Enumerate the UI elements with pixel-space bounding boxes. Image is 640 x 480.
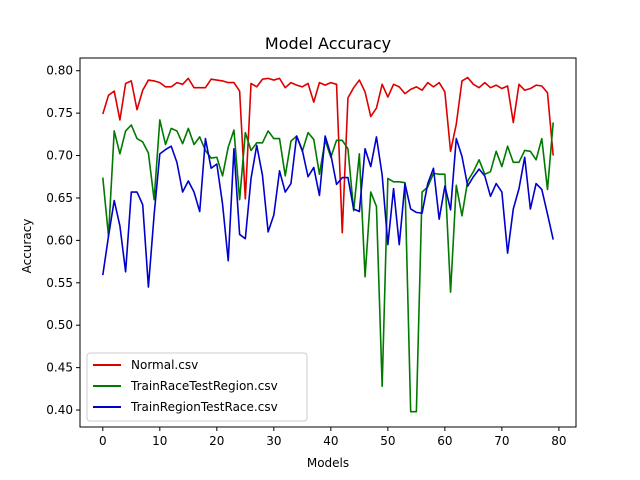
y-tick-label: 0.65 — [46, 191, 73, 205]
y-tick-label: 0.60 — [46, 233, 73, 247]
y-tick-label: 0.40 — [46, 403, 73, 417]
y-tick-label: 0.50 — [46, 318, 73, 332]
series-line-1 — [102, 119, 554, 413]
plot-frame — [79, 57, 577, 428]
y-axis-ticks: 0.40 0.45 0.50 0.55 0.60 0.65 0.70 0.75 0.80 — [46, 64, 80, 417]
y-tick-label: 0.80 — [46, 64, 73, 78]
chart-title: Model Accuracy — [265, 34, 391, 53]
y-tick-label: 0.55 — [46, 276, 73, 290]
y-tick-label: 0.45 — [46, 361, 73, 375]
y-axis-label: Accuracy — [20, 219, 34, 274]
x-tick-label: 60 — [437, 434, 452, 448]
y-tick-label: 0.70 — [46, 149, 73, 163]
x-axis-ticks: 0 10 20 30 40 50 60 70 80 — [99, 427, 567, 448]
legend: Normal.csv TrainRaceTestRegion.csv TrainRe… — [86, 352, 308, 422]
plot-lines — [102, 76, 554, 413]
x-tick-label: 40 — [323, 434, 338, 448]
x-tick-label: 50 — [380, 434, 395, 448]
legend-label-2: TrainRegionTestRace.csv — [130, 400, 278, 414]
x-tick-label: 0 — [99, 434, 107, 448]
x-tick-label: 20 — [209, 434, 224, 448]
legend-label-1: TrainRaceTestRegion.csv — [130, 379, 278, 393]
legend-label-0: Normal.csv — [131, 358, 198, 372]
series-line-0 — [102, 76, 554, 234]
legend-box — [86, 352, 308, 422]
x-tick-label: 70 — [494, 434, 509, 448]
x-tick-label: 30 — [266, 434, 281, 448]
series-line-2 — [102, 135, 554, 288]
x-tick-label: 80 — [551, 434, 566, 448]
x-tick-label: 10 — [152, 434, 167, 448]
x-axis-label: Models — [307, 456, 349, 470]
y-tick-label: 0.75 — [46, 106, 73, 120]
